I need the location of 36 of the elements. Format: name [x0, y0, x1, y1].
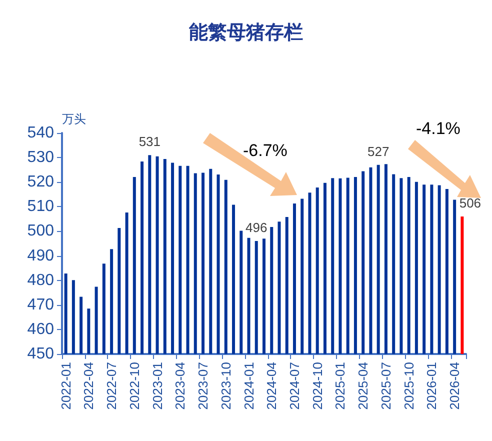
x-tick-label: 2023-10	[218, 362, 234, 410]
x-tick-label: 2025-01	[332, 362, 348, 410]
x-tick-label: 2023-04	[172, 362, 188, 410]
chart-title: 能繁母猪存栏	[189, 22, 303, 44]
x-tick-label: 2022-04	[81, 362, 96, 410]
annotation: -6.7%	[243, 141, 288, 160]
x-tick-label: 2022-10	[126, 362, 142, 410]
x-tick-label: 2022-07	[104, 362, 120, 410]
y-tick-label: 480	[27, 272, 54, 289]
x-tick-label: 2023-07	[196, 362, 211, 410]
y-tick-label: 450	[27, 346, 54, 362]
y-tick-label: 500	[27, 222, 54, 240]
y-tick-label: 530	[27, 149, 54, 166]
annotation: -4.1%	[416, 119, 460, 138]
x-tick-label: 2025-07	[378, 362, 394, 410]
y-tick-label: 490	[27, 247, 54, 264]
data-label: 506	[459, 195, 482, 210]
data-label: 531	[138, 134, 161, 150]
x-tick-label: 2022-01	[58, 362, 74, 410]
x-tick-label: 2024-01	[241, 362, 256, 410]
y-axis-title: 万头	[62, 112, 86, 126]
y-tick-label: 520	[27, 174, 54, 191]
x-tick-label: 2025-04	[356, 362, 371, 410]
x-tick-label: 2025-10	[401, 362, 416, 410]
x-tick-label: 2024-10	[310, 362, 325, 410]
x-tick-label: 2024-07	[286, 362, 302, 410]
x-tick-label: 2024-04	[264, 362, 280, 410]
x-tick-label: 2026-04	[447, 362, 462, 410]
y-tick-label: 470	[27, 296, 54, 314]
y-tick-label: 510	[27, 198, 54, 216]
y-tick-label: 460	[27, 320, 54, 338]
data-label: 527	[367, 144, 390, 159]
y-tick-label: 540	[27, 124, 54, 142]
x-tick-label: 2026-01	[424, 362, 440, 410]
data-label: 496	[246, 220, 268, 236]
x-tick-label: 2023-01	[150, 362, 165, 410]
